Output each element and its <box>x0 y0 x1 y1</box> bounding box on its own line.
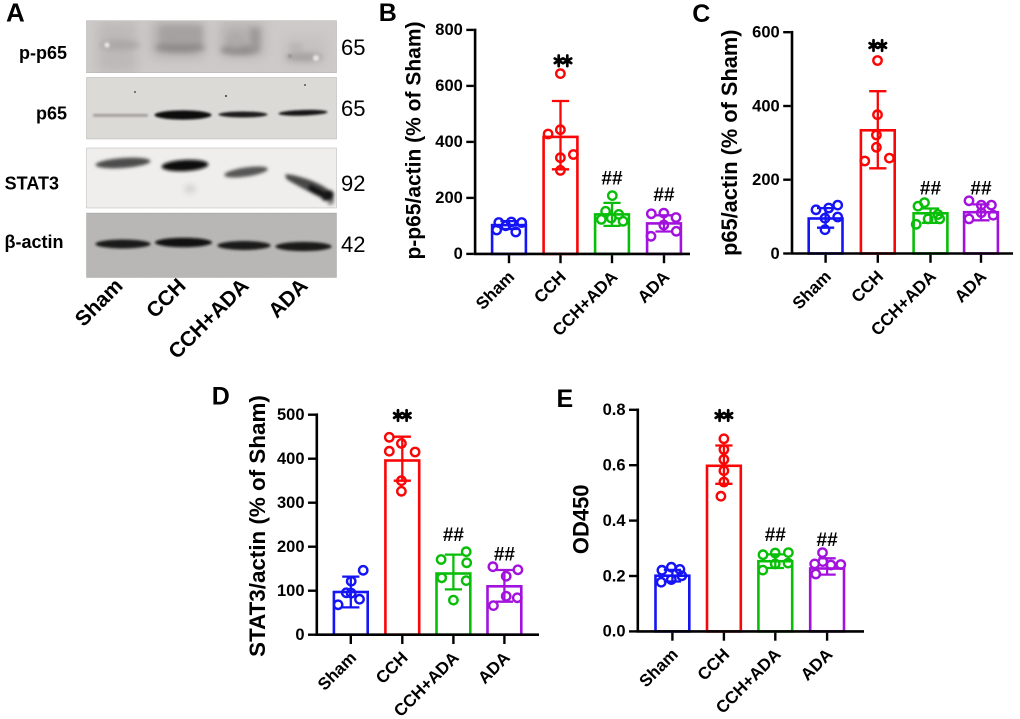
svg-text:STAT3: STAT3 <box>5 174 59 194</box>
svg-text:OD450: OD450 <box>569 484 594 554</box>
svg-text:600: 600 <box>435 77 463 95</box>
svg-text:##: ## <box>970 179 992 200</box>
svg-text:##: ## <box>653 185 675 206</box>
svg-text:600: 600 <box>752 24 780 42</box>
svg-text:300: 300 <box>277 494 305 512</box>
svg-text:##: ## <box>443 525 465 546</box>
svg-text:C: C <box>692 0 710 28</box>
svg-text:0: 0 <box>295 626 304 644</box>
svg-text:42: 42 <box>341 232 365 257</box>
svg-text:0: 0 <box>454 245 463 263</box>
svg-text:STAT3/actin (% of Sham): STAT3/actin (% of Sham) <box>245 395 270 657</box>
svg-text:D: D <box>212 383 230 411</box>
svg-text:p-p65: p-p65 <box>19 43 67 63</box>
svg-text:0.2: 0.2 <box>603 567 626 585</box>
svg-text:β-actin: β-actin <box>5 232 64 252</box>
svg-text:A: A <box>6 0 25 27</box>
svg-text:##: ## <box>494 545 516 566</box>
svg-text:100: 100 <box>277 582 305 600</box>
svg-text:p-p65/actin (% of Sham): p-p65/actin (% of Sham) <box>403 21 426 259</box>
svg-text:##: ## <box>920 179 942 200</box>
svg-text:400: 400 <box>277 450 305 468</box>
svg-text:0.0: 0.0 <box>603 623 626 641</box>
svg-text:200: 200 <box>752 171 780 189</box>
svg-text:500: 500 <box>277 406 305 424</box>
svg-text:##: ## <box>765 525 787 546</box>
svg-text:65: 65 <box>341 35 365 60</box>
svg-text:800: 800 <box>435 21 463 39</box>
svg-text:0: 0 <box>771 245 780 263</box>
svg-text:E: E <box>557 385 574 413</box>
svg-text:0.8: 0.8 <box>603 401 626 419</box>
svg-text:200: 200 <box>277 538 305 556</box>
svg-text:p65/actin (% of Sham): p65/actin (% of Sham) <box>717 29 742 255</box>
svg-text:##: ## <box>817 530 839 551</box>
svg-text:B: B <box>379 0 397 27</box>
svg-text:0.6: 0.6 <box>603 457 626 475</box>
svg-text:92: 92 <box>341 171 365 196</box>
svg-text:200: 200 <box>435 189 463 207</box>
svg-text:0.4: 0.4 <box>603 512 627 530</box>
svg-text:400: 400 <box>435 133 463 151</box>
svg-text:p65: p65 <box>36 104 67 124</box>
svg-text:400: 400 <box>752 97 780 115</box>
svg-text:65: 65 <box>341 96 365 121</box>
svg-text:##: ## <box>601 169 623 190</box>
